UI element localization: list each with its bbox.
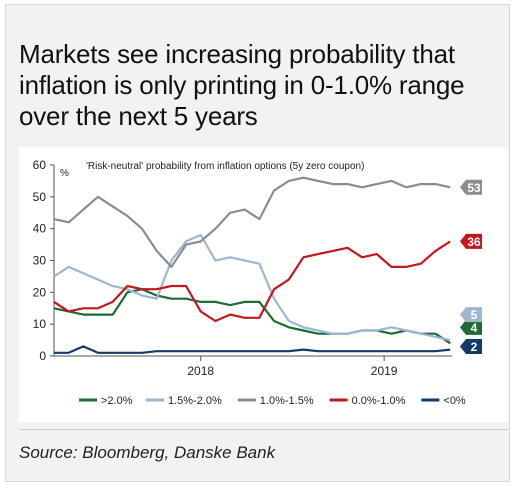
legend-label-1: 1.5%-2.0% [168,395,222,407]
y-tick-label: 60 [33,158,47,172]
end-value-tag-4 [460,338,482,354]
y-unit-label: % [60,168,69,179]
chart-title: Markets see increasing probability that … [19,39,465,131]
y-tick-label: 10 [33,317,47,331]
source-divider [19,429,508,430]
y-tick-label: 50 [33,190,47,204]
end-value-tag-2 [460,179,482,195]
y-tick-label: 30 [33,254,47,268]
legend-label-3: 0.0%-1.0% [352,395,406,407]
y-tick-label: 20 [33,285,47,299]
source-note: Source: Bloomberg, Danske Bank [19,443,276,462]
end-value-tag-0 [460,319,482,335]
end-value-label-3: 36 [467,235,481,249]
end-value-label-1: 5 [471,308,478,322]
series-line-3 [53,240,451,323]
end-value-tag-3 [460,233,482,249]
y-tick-label: 0 [39,349,46,363]
series-line-4 [54,345,451,354]
plot-panel: 0 10 20 30 40 50 60% 'Risk-neutral' probability… [19,147,508,422]
x-tick-label: 2019 [371,364,398,378]
end-value-tag-1 [460,307,482,323]
series-line-1 [53,233,451,342]
chart-subtitle: 'Risk-neutral' probability from inflatio… [86,161,364,172]
legend-label-4: <0% [443,395,466,407]
legend-label-2: 1.0%-1.5% [260,395,314,407]
series-line-2 [53,176,451,268]
x-tick-label: 2018 [187,364,214,378]
legend-label-0: >2.0% [101,395,133,407]
end-value-label-0: 4 [471,321,478,335]
y-tick-label: 40 [33,222,47,236]
chart-card: Markets see increasing probability that … [5,4,510,482]
series-line-0 [53,288,451,345]
end-value-label-4: 2 [471,340,478,354]
chart-svg: 0 10 20 30 40 50 60% 'Risk-neutral' probability… [33,158,482,407]
end-value-label-2: 53 [467,181,481,195]
